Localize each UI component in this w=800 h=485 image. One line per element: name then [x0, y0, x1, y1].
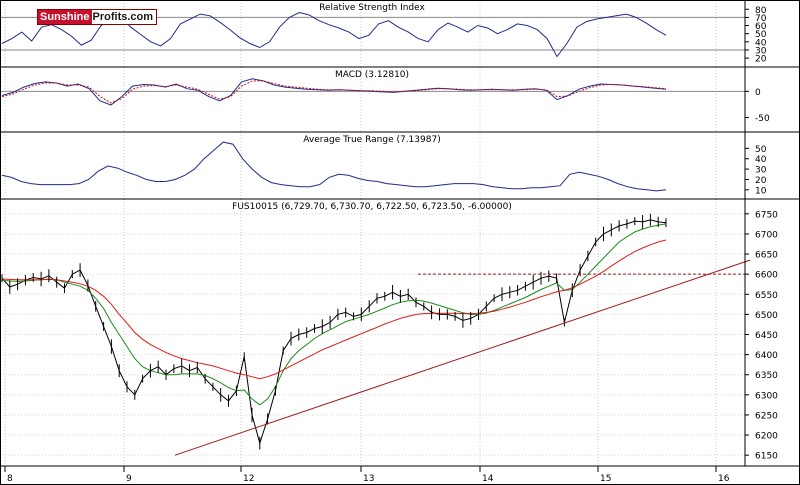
y-tick-label: 6350: [755, 371, 778, 381]
y-tick-label: 30: [755, 46, 767, 56]
y-tick-label: 0: [755, 88, 761, 98]
y-tick-label: 6600: [755, 271, 778, 281]
panel-title: FUS10015 (6,729.70, 6,730.70, 6,722.50, …: [232, 202, 512, 212]
x-tick-label: 16: [718, 474, 730, 484]
y-tick-label: 10: [755, 186, 767, 196]
series-line-ma-slow: [1, 239, 667, 380]
y-tick-label: 30: [755, 166, 767, 176]
logo-part-profits: Profits.com: [91, 10, 157, 24]
y-tick-label: 6500: [755, 311, 778, 321]
y-tick-label: 70: [755, 14, 767, 24]
y-tick-label: 6300: [755, 391, 778, 401]
price-range-bars: [1, 213, 667, 450]
series-line-price: [1, 219, 667, 445]
sunshine-profits-logo[interactable]: Sunshine Profits.com: [37, 9, 158, 25]
x-tick-label: 9: [126, 474, 132, 484]
y-tick-label: 80: [755, 6, 767, 16]
y-tick-label: 6750: [755, 210, 778, 220]
x-tick-label: 14: [482, 474, 494, 484]
series-line-signal: [1, 80, 667, 104]
y-tick-label: 40: [755, 155, 767, 165]
logo-part-sunshine: Sunshine: [38, 10, 92, 24]
x-tick-label: 15: [600, 474, 611, 484]
x-tick-label: 8: [7, 474, 13, 484]
series-line-p2: [1, 141, 667, 192]
y-tick-label: 6150: [755, 452, 778, 462]
support-trendline: [174, 259, 751, 456]
panel-title: Average True Range (7.13987): [303, 135, 440, 145]
y-tick-label: 6200: [755, 432, 778, 442]
y-tick-label: 6250: [755, 411, 778, 421]
y-tick-label: 6550: [755, 291, 778, 301]
y-tick-label: 6700: [755, 230, 778, 240]
y-tick-label: -50: [755, 114, 770, 124]
y-tick-label: 60: [755, 22, 767, 32]
y-tick-label: 40: [755, 38, 767, 48]
y-tick-label: 50: [755, 145, 767, 155]
y-tick-label: 50: [755, 30, 767, 40]
x-tick-label: 13: [363, 474, 374, 484]
panel-title: Relative Strength Index: [319, 3, 425, 13]
y-tick-label: 6450: [755, 331, 778, 341]
y-tick-label: 6650: [755, 251, 778, 261]
y-tick-label: 20: [755, 176, 767, 186]
x-tick-label: 12: [243, 474, 254, 484]
y-tick-label: 6400: [755, 351, 778, 361]
panel-title: MACD (3.12810): [335, 70, 409, 80]
y-tick-label: 20: [755, 55, 767, 65]
series-line-ma-fast: [1, 223, 667, 406]
